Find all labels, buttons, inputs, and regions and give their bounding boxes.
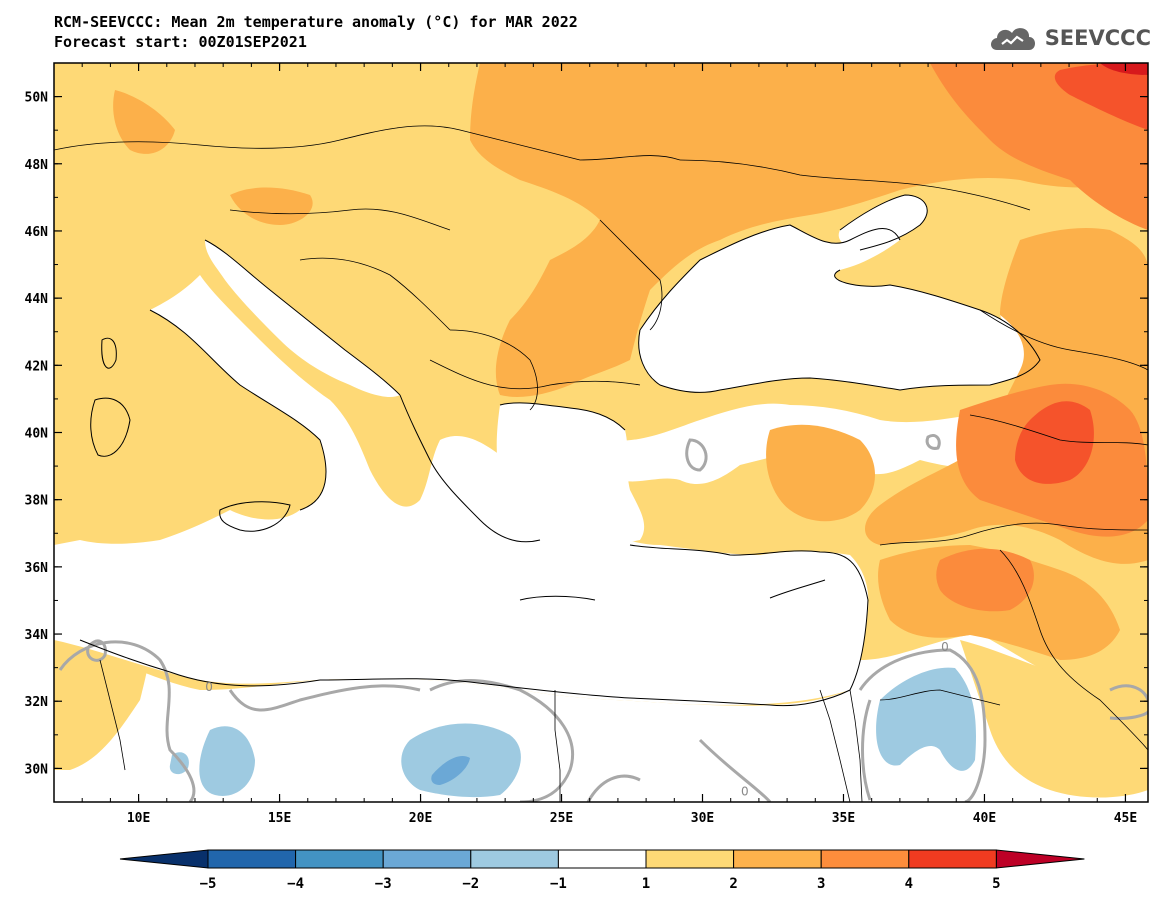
lat-tick-label: 44N	[25, 292, 49, 307]
colorbar-label: −3	[375, 876, 392, 892]
lon-tick-label: 40E	[973, 811, 996, 826]
colorbar-segment	[295, 849, 384, 869]
lat-tick-label: 42N	[25, 359, 49, 374]
lat-tick-label: 30N	[25, 762, 49, 777]
colorbar: −5 −4 −3 −2 −1 1 2 3 4 5	[119, 849, 1085, 892]
map-title: RCM-SEEVCCC: Mean 2m temperature anomaly…	[54, 12, 578, 52]
colorbar-segment	[382, 849, 472, 869]
mediterranean-sea	[54, 275, 869, 705]
colorbar-label: 5	[992, 876, 1000, 892]
title-line-1: RCM-SEEVCCC: Mean 2m temperature anomaly…	[54, 13, 578, 31]
zero-contour-lines	[58, 433, 1148, 802]
africa-neutral-region	[54, 634, 1148, 802]
anomaly-2-3-alps	[230, 187, 313, 225]
lon-tick-label: 35E	[832, 811, 855, 826]
anomaly-neg-1-2-jordan	[876, 667, 976, 771]
colorbar-label: −2	[462, 876, 479, 892]
anomaly-neg-2-3-libya-core	[431, 755, 470, 785]
title-line-2: Forecast start: 00Z01SEP2021	[54, 33, 307, 51]
lat-tick-label: 36N	[25, 561, 49, 576]
colorbar-segment	[207, 849, 297, 869]
lon-tick-label: 30E	[691, 811, 714, 826]
colorbar-label: 1	[642, 876, 650, 892]
black-sea	[638, 225, 1040, 393]
anomaly-4-5-northeast	[1054, 63, 1148, 130]
lon-tick-label: 45E	[1114, 811, 1137, 826]
contour-label: 0	[941, 640, 949, 654]
lon-tick-label: 25E	[550, 811, 573, 826]
lat-tick-label: 40N	[25, 427, 49, 442]
colorbar-segment	[557, 849, 647, 869]
anomaly-2-3-italy	[113, 90, 175, 154]
lat-tick-label: 38N	[25, 494, 49, 509]
lat-tick-label: 46N	[25, 225, 49, 240]
colorbar-label: −4	[287, 876, 304, 892]
map-plot-area	[54, 63, 1148, 802]
logo-text: SEEVCCC	[1044, 26, 1151, 50]
lat-tick-label: 50N	[25, 91, 49, 106]
seevccc-logo: SEEVCCC	[987, 22, 1151, 54]
colorbar-arrow-left	[119, 849, 209, 869]
latitude-axis: 50N 48N 46N 44N 42N 40N 38N 36N 34N 32N 30N	[25, 91, 1148, 777]
anomaly-neg-1-2-libya-west	[199, 726, 255, 796]
colorbar-arrow-right	[995, 849, 1085, 869]
colorbar-label: 4	[905, 876, 913, 892]
aegean-sea	[496, 402, 645, 543]
anomaly-4-5-armenia	[1015, 401, 1094, 484]
colorbar-segment	[470, 849, 559, 869]
contour-labels: 0 0 0	[205, 640, 949, 798]
contour-label: 0	[205, 680, 213, 694]
country-borders	[54, 125, 1148, 802]
lat-tick-label: 34N	[25, 628, 49, 643]
colorbar-segment	[908, 849, 997, 869]
anomaly-2-3-anatolia	[766, 424, 875, 522]
lon-tick-label: 20E	[409, 811, 432, 826]
lat-tick-label: 48N	[25, 158, 49, 173]
sea-of-azov	[838, 195, 928, 250]
adriatic-sea	[205, 240, 400, 397]
colorbar-segment	[820, 849, 910, 869]
anomaly-patch-egypt-east	[960, 640, 1148, 798]
colorbar-label: 2	[729, 876, 737, 892]
lat-tick-label: 32N	[25, 695, 49, 710]
colorbar-label: −5	[200, 876, 217, 892]
colorbar-segment	[645, 849, 735, 869]
colorbar-label: −1	[550, 876, 567, 892]
colorbar-segment	[733, 849, 822, 869]
contour-label: 0	[741, 784, 749, 798]
anomaly-above-5-northeast	[1100, 63, 1148, 75]
cloud-icon	[990, 28, 1035, 50]
lon-tick-label: 10E	[127, 811, 150, 826]
anomaly-3-4-iraq	[936, 548, 1034, 612]
anomaly-2-3-balkans-ukraine	[470, 63, 1148, 397]
longitude-axis: 10E 15E 20E 25E 30E 35E 40E 45E	[53, 63, 1137, 826]
colorbar-label: 3	[817, 876, 825, 892]
lon-tick-label: 15E	[268, 811, 291, 826]
